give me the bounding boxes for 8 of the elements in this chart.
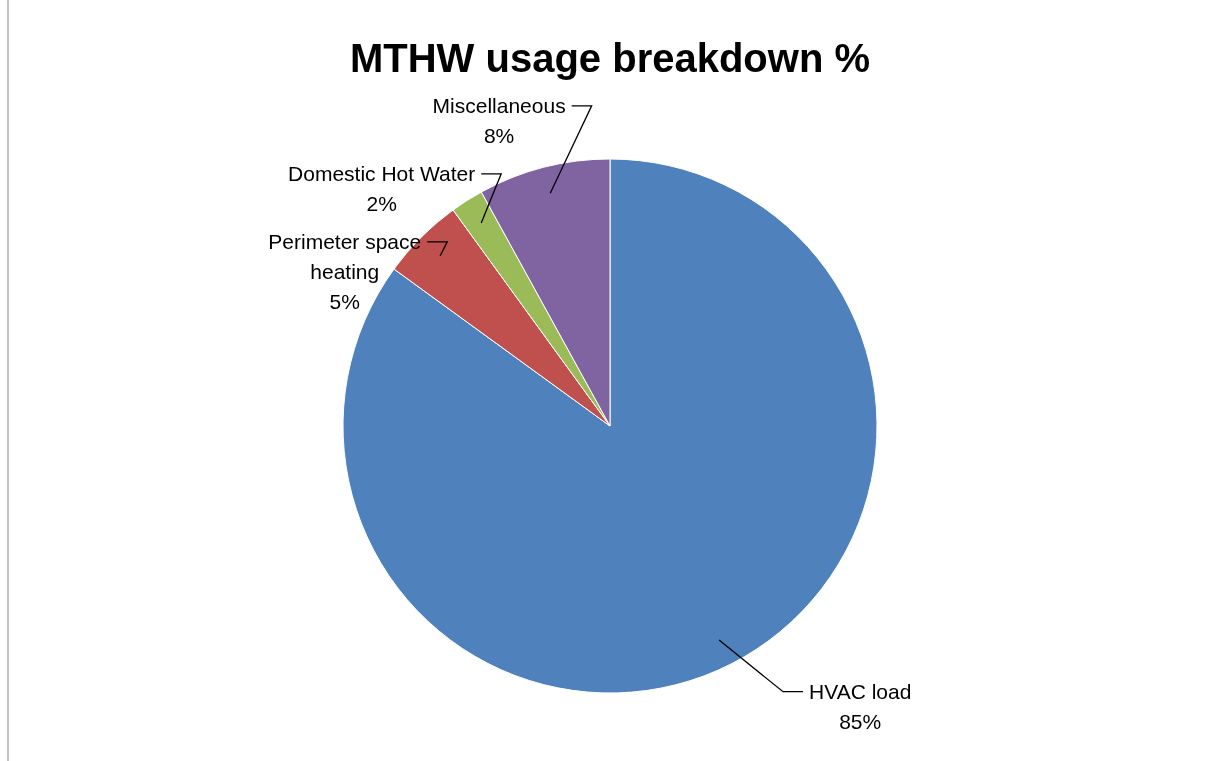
chart-title: MTHW usage breakdown % xyxy=(349,36,871,80)
data-label: 5% xyxy=(329,289,360,313)
data-label: 85% xyxy=(839,709,882,733)
slice-label: Miscellaneous xyxy=(432,93,566,117)
data-label: 2% xyxy=(366,191,397,215)
data-label: 8% xyxy=(483,123,515,147)
slice-label: HVAC load xyxy=(809,679,912,703)
slice-label: Domestic Hot Water xyxy=(288,161,476,185)
